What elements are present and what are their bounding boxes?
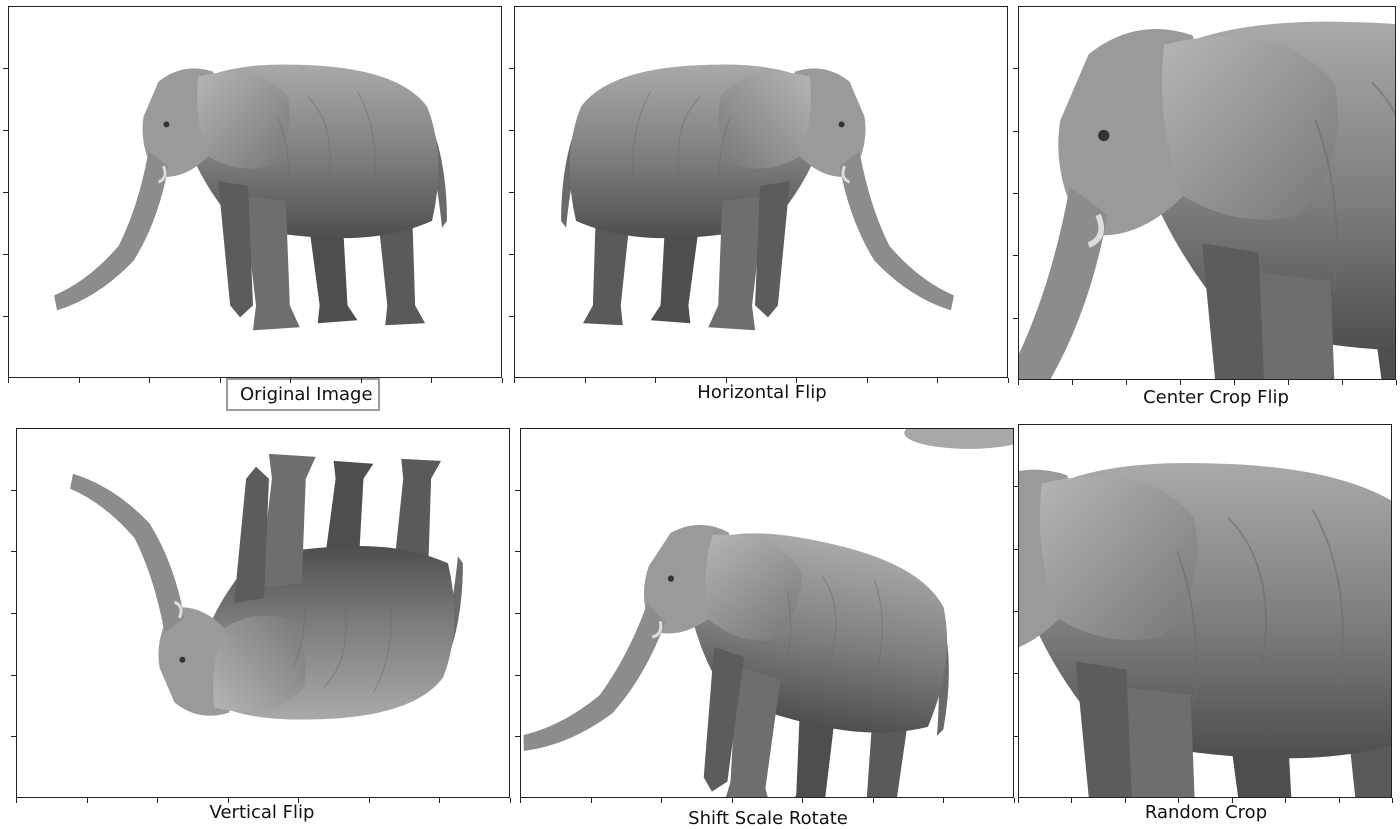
tick-mark bbox=[515, 736, 520, 737]
panel-original-image bbox=[8, 6, 502, 378]
tick-mark bbox=[1126, 380, 1127, 385]
tick-mark bbox=[1013, 486, 1018, 487]
tick-mark bbox=[1396, 380, 1397, 385]
tick-mark bbox=[431, 378, 432, 383]
caption-shift-scale-rotate: Shift Scale Rotate bbox=[688, 808, 848, 829]
tick-mark bbox=[228, 798, 229, 803]
tick-mark bbox=[290, 378, 291, 383]
tick-mark bbox=[732, 798, 733, 803]
tick-mark bbox=[11, 675, 16, 676]
tick-mark bbox=[3, 68, 8, 69]
tick-mark bbox=[3, 316, 8, 317]
caption-random-crop: Random Crop bbox=[1144, 802, 1268, 823]
tick-mark bbox=[509, 316, 514, 317]
tick-mark bbox=[509, 68, 514, 69]
elephant-photo-vertical-flip bbox=[68, 452, 465, 722]
tick-mark bbox=[661, 798, 662, 803]
panel-shift-scale-rotate bbox=[520, 428, 1014, 798]
tick-mark bbox=[149, 378, 150, 383]
tick-mark bbox=[867, 378, 868, 383]
tick-mark bbox=[509, 130, 514, 131]
tick-mark bbox=[1339, 798, 1340, 803]
panel-vertical-flip bbox=[16, 428, 510, 798]
caption-horizontal-flip: Horizontal Flip bbox=[697, 382, 827, 403]
tick-mark bbox=[298, 798, 299, 803]
tick-mark bbox=[1285, 798, 1286, 803]
tick-mark bbox=[369, 798, 370, 803]
panel-random-crop bbox=[1018, 424, 1392, 798]
tick-mark bbox=[1013, 193, 1018, 194]
tick-mark bbox=[3, 130, 8, 131]
elephant-photo-original bbox=[52, 62, 449, 332]
tick-mark bbox=[510, 798, 511, 803]
caption-original-image: Original Image bbox=[226, 378, 380, 411]
caption-center-crop-flip: Center Crop Flip bbox=[1143, 387, 1289, 408]
tick-mark bbox=[3, 192, 8, 193]
tick-mark bbox=[1013, 255, 1018, 256]
tick-mark bbox=[220, 378, 221, 383]
elephant-photo-shift-scale-rotate bbox=[521, 429, 1013, 797]
tick-mark bbox=[1342, 380, 1343, 385]
tick-mark bbox=[585, 378, 586, 383]
tick-mark bbox=[591, 798, 592, 803]
tick-mark bbox=[1392, 798, 1393, 803]
tick-mark bbox=[873, 798, 874, 803]
tick-mark bbox=[1018, 798, 1019, 803]
tick-mark bbox=[943, 798, 944, 803]
tick-mark bbox=[361, 378, 362, 383]
tick-mark bbox=[1071, 798, 1072, 803]
tick-mark bbox=[726, 378, 727, 383]
tick-mark bbox=[1013, 131, 1018, 132]
tick-mark bbox=[1013, 611, 1018, 612]
tick-mark bbox=[3, 254, 8, 255]
tick-mark bbox=[87, 798, 88, 803]
tick-mark bbox=[1014, 798, 1015, 803]
tick-mark bbox=[1178, 798, 1179, 803]
tick-mark bbox=[515, 490, 520, 491]
tick-mark bbox=[655, 378, 656, 383]
tick-mark bbox=[1018, 380, 1019, 385]
caption-vertical-flip: Vertical Flip bbox=[209, 802, 315, 823]
tick-mark bbox=[515, 613, 520, 614]
tick-mark bbox=[1013, 736, 1018, 737]
tick-mark bbox=[1234, 380, 1235, 385]
tick-mark bbox=[1013, 673, 1018, 674]
tick-mark bbox=[502, 378, 503, 383]
tick-mark bbox=[1125, 798, 1126, 803]
tick-mark bbox=[1232, 798, 1233, 803]
tick-mark bbox=[796, 378, 797, 383]
tick-mark bbox=[1180, 380, 1181, 385]
tick-mark bbox=[1008, 378, 1009, 383]
tick-mark bbox=[1013, 318, 1018, 319]
tick-mark bbox=[509, 254, 514, 255]
tick-mark bbox=[1013, 549, 1018, 550]
tick-mark bbox=[1288, 380, 1289, 385]
tick-mark bbox=[8, 378, 9, 383]
tick-mark bbox=[937, 378, 938, 383]
tick-mark bbox=[514, 378, 515, 383]
tick-mark bbox=[439, 798, 440, 803]
tick-mark bbox=[16, 798, 17, 803]
tick-mark bbox=[79, 378, 80, 383]
tick-mark bbox=[157, 798, 158, 803]
panel-horizontal-flip bbox=[514, 6, 1008, 378]
tick-mark bbox=[515, 551, 520, 552]
tick-mark bbox=[520, 798, 521, 803]
elephant-photo-horizontal-flip bbox=[559, 62, 956, 332]
tick-mark bbox=[11, 736, 16, 737]
tick-mark bbox=[11, 551, 16, 552]
tick-mark bbox=[515, 675, 520, 676]
tick-mark bbox=[1072, 380, 1073, 385]
elephant-photo-center-crop bbox=[1019, 7, 1395, 379]
tick-mark bbox=[11, 613, 16, 614]
panel-center-crop bbox=[1018, 6, 1396, 380]
tick-mark bbox=[1013, 68, 1018, 69]
corner-fragment bbox=[904, 429, 1013, 449]
tick-mark bbox=[11, 490, 16, 491]
elephant-photo-random-crop bbox=[1019, 425, 1391, 797]
tick-mark bbox=[802, 798, 803, 803]
tick-mark bbox=[509, 192, 514, 193]
